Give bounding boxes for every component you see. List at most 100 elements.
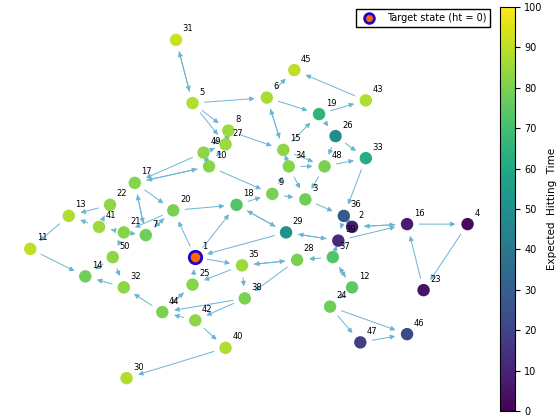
Text: 26: 26	[342, 121, 353, 129]
Point	[224, 127, 233, 134]
Text: 32: 32	[130, 272, 141, 281]
Point	[463, 221, 472, 228]
Text: 36: 36	[351, 200, 361, 209]
Text: 4: 4	[474, 208, 479, 218]
Point	[403, 331, 412, 338]
Point	[240, 295, 249, 302]
Point	[334, 237, 343, 244]
Point	[169, 207, 178, 214]
Point	[320, 163, 329, 170]
Text: 40: 40	[232, 332, 242, 341]
Point	[122, 375, 131, 381]
Text: 23: 23	[430, 275, 441, 284]
Text: 28: 28	[304, 244, 314, 253]
Text: 1: 1	[202, 241, 207, 250]
Text: 35: 35	[249, 250, 259, 259]
Text: 7: 7	[152, 220, 158, 228]
Point	[328, 254, 337, 260]
Point	[26, 246, 35, 252]
Text: 39: 39	[345, 225, 356, 234]
Point	[119, 229, 128, 236]
Point	[188, 281, 197, 288]
Text: 15: 15	[290, 134, 300, 143]
Point	[108, 254, 117, 260]
Text: 21: 21	[130, 217, 141, 226]
Text: 42: 42	[202, 305, 212, 314]
Text: 44: 44	[169, 297, 179, 305]
Text: 49: 49	[210, 137, 221, 146]
Point	[130, 179, 139, 186]
Point	[403, 221, 412, 228]
Point	[141, 232, 150, 239]
Text: 29: 29	[293, 217, 303, 226]
Text: 6: 6	[273, 82, 279, 91]
Point	[221, 344, 230, 351]
Point	[331, 133, 340, 139]
Point	[221, 141, 230, 148]
Point	[419, 287, 428, 294]
Legend: Target state (ht = 0): Target state (ht = 0)	[356, 9, 490, 27]
Point	[191, 254, 200, 260]
Point	[158, 309, 167, 315]
Point	[232, 202, 241, 208]
Text: 20: 20	[180, 195, 190, 204]
Text: 38: 38	[251, 283, 262, 292]
Text: 24: 24	[337, 291, 347, 300]
Text: 18: 18	[243, 189, 254, 198]
Point	[315, 111, 324, 118]
Text: 50: 50	[119, 241, 130, 250]
Point	[356, 339, 365, 346]
Point	[191, 317, 200, 324]
Point	[290, 67, 299, 74]
Point	[279, 147, 288, 153]
Text: 31: 31	[183, 24, 193, 33]
Point	[325, 303, 334, 310]
Point	[361, 97, 370, 104]
Text: 11: 11	[37, 233, 48, 242]
Text: 37: 37	[339, 241, 350, 250]
Point	[348, 284, 357, 291]
Point	[64, 213, 73, 219]
Text: 46: 46	[414, 318, 424, 328]
Point	[301, 196, 310, 203]
Point	[284, 163, 293, 170]
Text: 12: 12	[358, 272, 369, 281]
Text: 19: 19	[326, 99, 336, 108]
Point	[81, 273, 90, 280]
Text: 25: 25	[199, 269, 209, 278]
Point	[262, 94, 271, 101]
Text: 9: 9	[279, 178, 284, 187]
Point	[188, 100, 197, 107]
Text: 27: 27	[232, 129, 243, 138]
Point	[105, 202, 114, 208]
Point	[95, 223, 104, 230]
Text: 41: 41	[106, 211, 116, 220]
Text: 13: 13	[76, 200, 86, 209]
Text: 16: 16	[414, 208, 424, 218]
Text: 33: 33	[372, 142, 383, 152]
Text: 5: 5	[199, 87, 204, 97]
Text: 2: 2	[358, 211, 364, 220]
Text: 10: 10	[216, 151, 226, 160]
Text: 47: 47	[367, 327, 377, 336]
Point	[292, 257, 301, 263]
Point	[348, 223, 357, 230]
Point	[171, 37, 180, 43]
Point	[361, 155, 370, 161]
Text: 17: 17	[141, 167, 152, 176]
Text: 45: 45	[301, 55, 311, 63]
Text: 43: 43	[372, 85, 383, 94]
Text: 3: 3	[312, 184, 318, 193]
Text: 22: 22	[116, 189, 127, 198]
Text: 48: 48	[331, 151, 342, 160]
Point	[199, 149, 208, 156]
Point	[339, 213, 348, 219]
Point	[282, 229, 291, 236]
Point	[268, 191, 277, 197]
Text: 30: 30	[133, 362, 144, 372]
Text: 14: 14	[92, 261, 102, 270]
Text: 8: 8	[235, 115, 240, 124]
Text: 34: 34	[296, 151, 306, 160]
Point	[119, 284, 128, 291]
Point	[204, 163, 213, 170]
